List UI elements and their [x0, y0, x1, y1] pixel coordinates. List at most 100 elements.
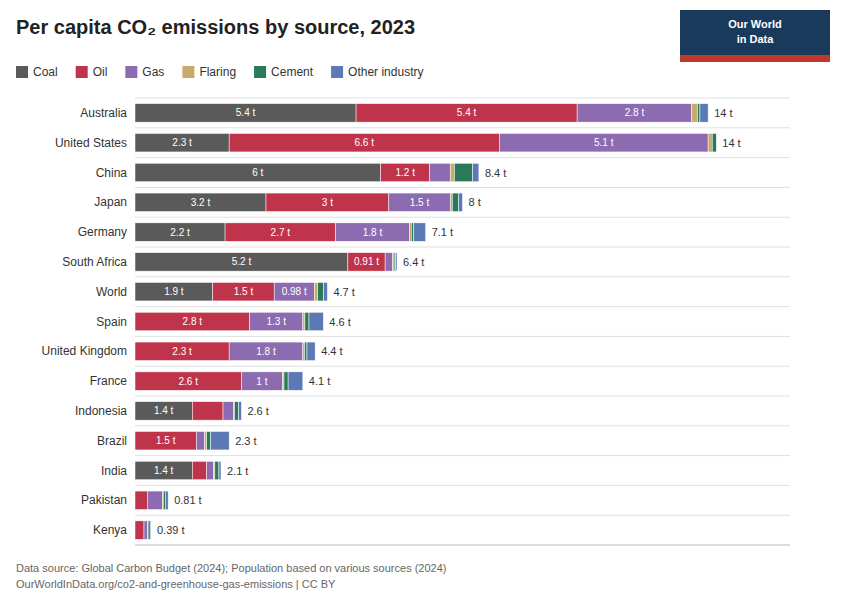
data-label: 1.9 t [164, 286, 184, 297]
bar-segment [211, 431, 229, 449]
data-label: 1.8 t [363, 227, 383, 238]
data-label: 1.4 t [154, 465, 174, 476]
legend-swatch [182, 66, 194, 78]
bar-segment [165, 491, 168, 509]
total-label: 4.4 t [321, 345, 342, 357]
bar-segment [454, 163, 472, 181]
y-tick-label: Japan [94, 195, 127, 209]
y-tick-label: Kenya [93, 523, 127, 537]
data-label: 1.5 t [234, 286, 254, 297]
legend-label: Coal [33, 65, 58, 79]
bar-segment [318, 282, 324, 300]
bar-segment [192, 461, 206, 479]
bar-segment [239, 402, 242, 420]
grid-line [135, 425, 790, 426]
legend-label: Flaring [199, 65, 236, 79]
bar-segment [309, 312, 323, 330]
data-label: 0.91 t [354, 256, 379, 267]
background [0, 0, 850, 600]
y-tick-labels: AustraliaUnited StatesChinaJapanGermanyS… [42, 106, 128, 537]
grid-line [135, 485, 790, 486]
data-label: 5.1 t [594, 137, 614, 148]
grid-line [135, 247, 790, 248]
bar-segment [215, 461, 219, 479]
bar-segment [205, 431, 207, 449]
total-label: 2.3 t [235, 435, 256, 447]
total-label: 4.7 t [333, 286, 354, 298]
bar-segment [303, 312, 305, 330]
grid-line [135, 455, 790, 456]
bar-segment [336, 223, 410, 241]
legend-label: Cement [271, 65, 314, 79]
legend-swatch [76, 66, 88, 78]
grid-line [135, 217, 790, 218]
bar-segment [213, 282, 274, 300]
total-label: 0.39 t [157, 524, 185, 536]
bar-segment [458, 193, 462, 211]
y-tick-label: South Africa [62, 255, 127, 269]
data-label: 1.5 t [156, 435, 176, 446]
legend-swatch [125, 66, 137, 78]
bar-segment [430, 163, 450, 181]
bar-segment [135, 253, 348, 271]
y-tick-label: Indonesia [75, 404, 127, 418]
total-label: 14 t [722, 137, 740, 149]
legend-label: Oil [93, 65, 108, 79]
data-label: 1.3 t [267, 316, 287, 327]
bar-segment [414, 223, 426, 241]
bar-segment [324, 282, 328, 300]
data-label: 5.4 t [457, 107, 477, 118]
grid [135, 98, 790, 515]
data-label: 6 t [252, 167, 263, 178]
grid-line [135, 127, 790, 128]
data-label: 0.98 t [282, 286, 307, 297]
bar-segment [229, 133, 499, 151]
y-tick-label: United States [55, 136, 127, 150]
y-tick-label: Australia [80, 106, 127, 120]
bar-segment [700, 104, 708, 122]
bar-segment [135, 282, 213, 300]
legend-swatch [331, 66, 343, 78]
bar-segment [307, 342, 315, 360]
bar-segment [577, 104, 692, 122]
data-label: 3.2 t [191, 197, 211, 208]
y-tick-label: Brazil [97, 434, 127, 448]
y-tick-label: Germany [78, 225, 127, 239]
total-label: 2.6 t [247, 405, 268, 417]
legend-item: Oil [76, 65, 108, 79]
grid-line [135, 187, 790, 188]
data-label: 2.3 t [172, 137, 192, 148]
bar-segment [266, 193, 389, 211]
bar-segment [389, 193, 450, 211]
chart: Per capita CO₂ emissions by source, 2023… [0, 0, 850, 600]
bar-segment [473, 163, 479, 181]
source: Data source: Global Carbon Budget (2024)… [16, 562, 446, 574]
title: Per capita CO₂ emissions by source, 2023 [16, 16, 415, 38]
data-labels: 5.4 t5.4 t2.8 t14 t2.3 t6.6 t5.1 t14 t6 … [154, 107, 741, 536]
bar-segment [225, 223, 336, 241]
bar-segment [284, 372, 288, 390]
bar-segment [135, 521, 144, 539]
y-tick-label: Spain [96, 315, 127, 329]
total-label: 8.4 t [485, 167, 506, 179]
total-label: 8 t [469, 196, 481, 208]
data-label: 1 t [256, 376, 267, 387]
x-axis-line [135, 545, 790, 546]
bar-segment [314, 282, 317, 300]
y-tick-label: France [90, 374, 128, 388]
total-label: 2.1 t [227, 465, 248, 477]
legend-label: Gas [142, 65, 164, 79]
bar-segment [135, 372, 241, 390]
bar-segment [135, 342, 229, 360]
bar-segment [163, 491, 165, 509]
data-label: 3 t [322, 197, 333, 208]
legend-item: Cement [254, 65, 314, 79]
bar-segment [234, 402, 238, 420]
total-label: 6.4 t [403, 256, 424, 268]
bar-segment [192, 402, 223, 420]
bar-segment [229, 342, 303, 360]
data-label: 2.8 t [183, 316, 203, 327]
bar-segment [135, 461, 192, 479]
bar-segment [348, 253, 385, 271]
y-tick-label: World [96, 285, 127, 299]
